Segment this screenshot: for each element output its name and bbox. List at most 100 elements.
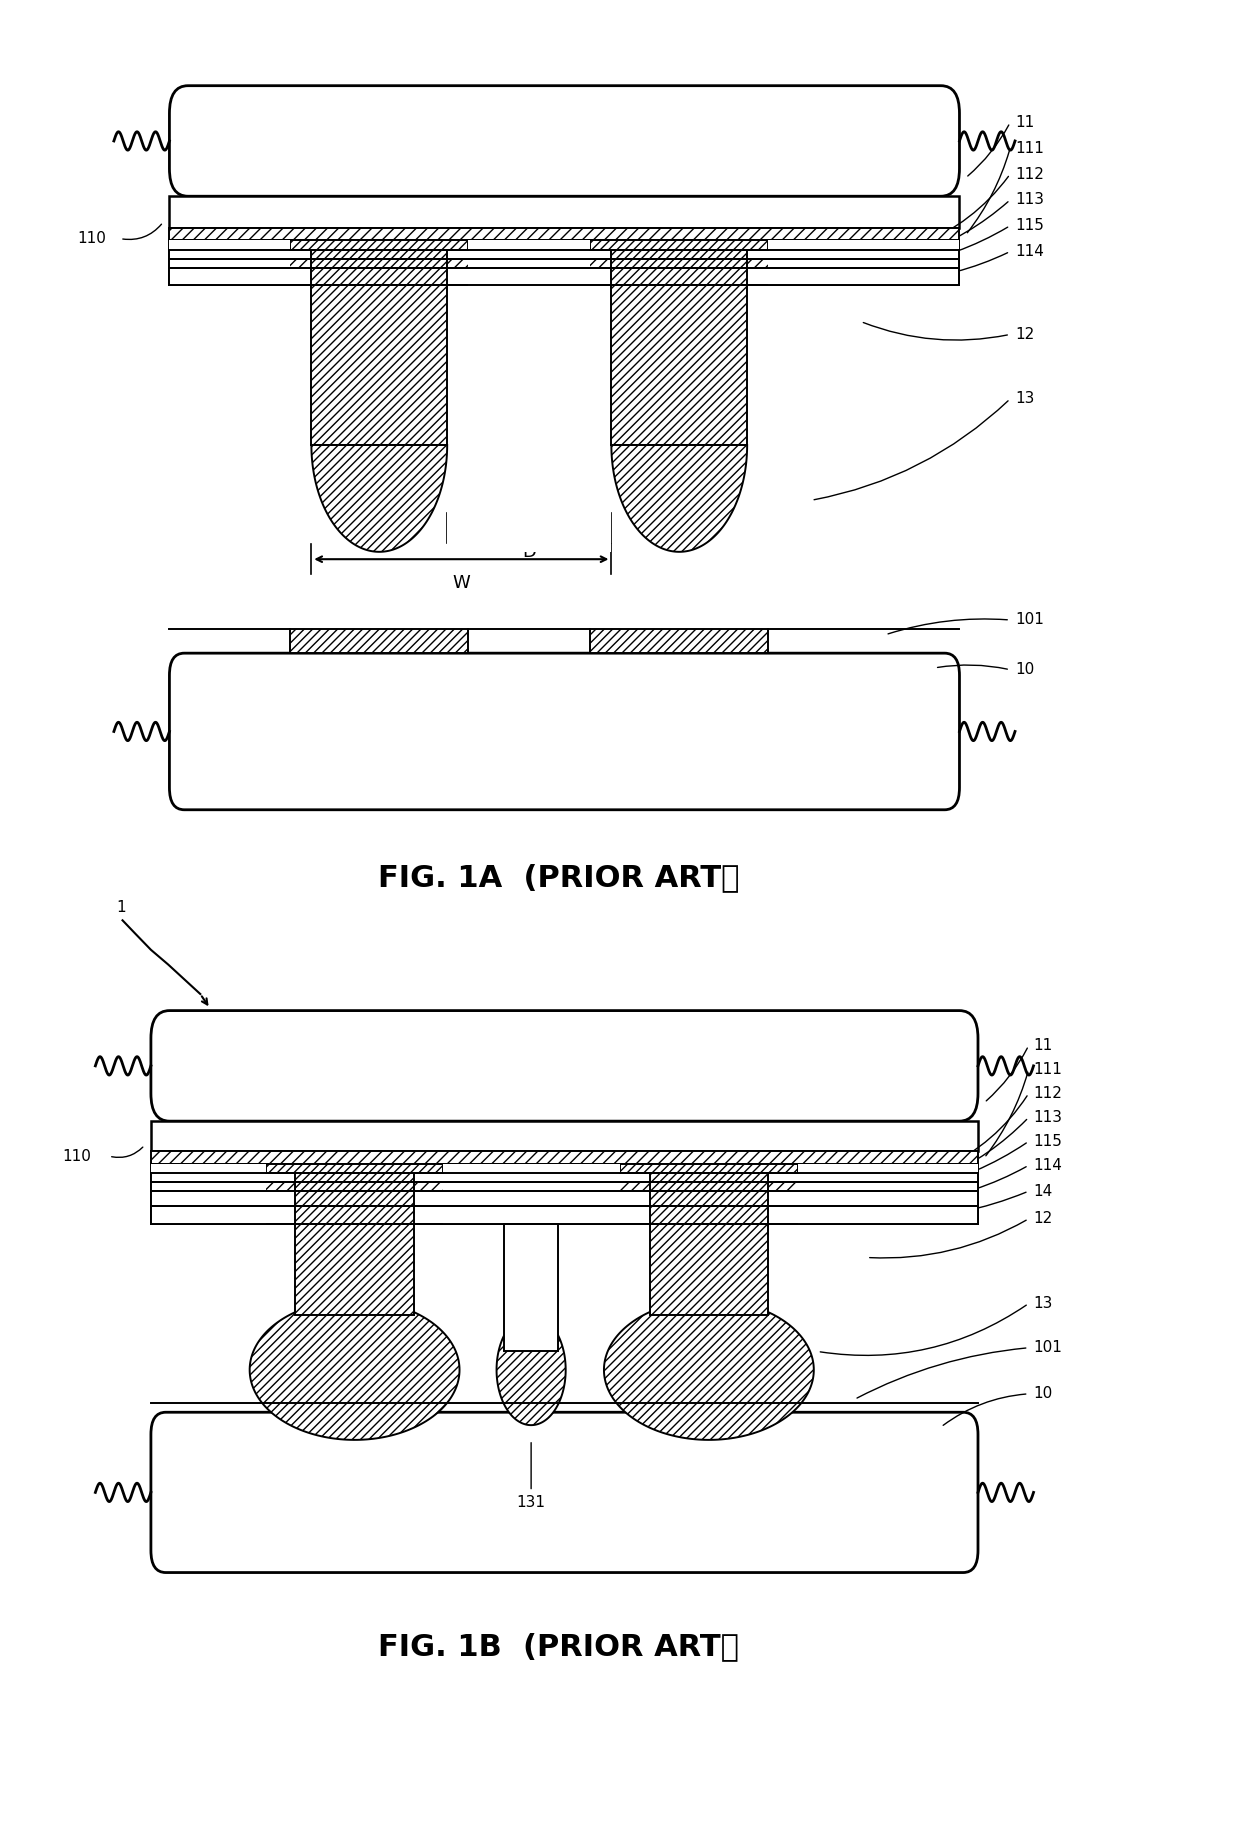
FancyBboxPatch shape [151, 1164, 265, 1173]
Text: 101: 101 [1016, 612, 1044, 628]
Text: FIG. 1B  (PRIOR ART）: FIG. 1B (PRIOR ART） [378, 1632, 739, 1661]
FancyBboxPatch shape [151, 1173, 978, 1183]
FancyBboxPatch shape [650, 1207, 768, 1225]
FancyBboxPatch shape [151, 1173, 265, 1183]
FancyBboxPatch shape [620, 1164, 797, 1173]
Text: 11: 11 [1016, 115, 1034, 129]
Text: 101: 101 [1033, 1340, 1063, 1355]
Polygon shape [604, 1299, 813, 1440]
FancyBboxPatch shape [170, 85, 960, 196]
FancyBboxPatch shape [444, 1183, 620, 1192]
FancyBboxPatch shape [170, 268, 960, 285]
FancyBboxPatch shape [170, 259, 290, 268]
FancyBboxPatch shape [295, 1207, 414, 1225]
FancyBboxPatch shape [469, 268, 590, 285]
FancyBboxPatch shape [170, 249, 290, 259]
Text: 113: 113 [1016, 192, 1044, 207]
FancyBboxPatch shape [650, 1192, 768, 1207]
FancyBboxPatch shape [295, 1183, 414, 1192]
Text: 114: 114 [1033, 1159, 1063, 1173]
FancyBboxPatch shape [768, 240, 960, 249]
Text: 13: 13 [1033, 1295, 1053, 1310]
FancyBboxPatch shape [444, 1207, 620, 1225]
FancyBboxPatch shape [151, 1164, 978, 1173]
FancyBboxPatch shape [650, 1225, 768, 1314]
FancyBboxPatch shape [444, 1164, 620, 1173]
Text: 110: 110 [77, 231, 105, 246]
Text: 111: 111 [1016, 140, 1044, 155]
Text: 113: 113 [1033, 1111, 1063, 1125]
FancyBboxPatch shape [611, 259, 748, 268]
FancyBboxPatch shape [611, 249, 748, 259]
Text: 14: 14 [1033, 1185, 1053, 1199]
FancyBboxPatch shape [311, 268, 448, 285]
Text: 10: 10 [1033, 1386, 1053, 1401]
FancyBboxPatch shape [650, 1173, 768, 1183]
FancyBboxPatch shape [151, 1207, 978, 1225]
FancyBboxPatch shape [265, 1164, 444, 1173]
Polygon shape [311, 445, 448, 553]
FancyBboxPatch shape [650, 1183, 768, 1192]
FancyBboxPatch shape [170, 240, 290, 249]
Text: 12: 12 [1016, 327, 1034, 342]
FancyBboxPatch shape [170, 240, 960, 249]
FancyBboxPatch shape [768, 249, 960, 259]
Text: 111: 111 [1033, 1063, 1063, 1077]
FancyBboxPatch shape [311, 285, 448, 445]
Text: 11: 11 [1033, 1039, 1053, 1053]
FancyBboxPatch shape [469, 259, 590, 268]
FancyBboxPatch shape [170, 227, 960, 240]
FancyBboxPatch shape [590, 240, 768, 249]
Text: 112: 112 [1033, 1087, 1063, 1101]
FancyBboxPatch shape [590, 628, 768, 652]
FancyBboxPatch shape [768, 259, 960, 268]
Text: 13: 13 [1016, 392, 1034, 407]
Text: 12: 12 [1033, 1210, 1053, 1227]
FancyBboxPatch shape [469, 249, 590, 259]
FancyBboxPatch shape [797, 1207, 978, 1225]
FancyBboxPatch shape [311, 259, 448, 268]
Text: 112: 112 [1016, 166, 1044, 181]
FancyBboxPatch shape [768, 268, 960, 285]
Text: W: W [453, 575, 470, 591]
Text: 131: 131 [517, 1495, 546, 1510]
Polygon shape [249, 1299, 460, 1440]
FancyBboxPatch shape [151, 1192, 978, 1207]
Text: 110: 110 [62, 1149, 91, 1164]
Text: 115: 115 [1033, 1135, 1063, 1149]
FancyBboxPatch shape [170, 259, 960, 268]
Text: 1: 1 [117, 900, 126, 915]
FancyBboxPatch shape [797, 1173, 978, 1183]
Text: 10: 10 [1016, 662, 1034, 676]
FancyBboxPatch shape [444, 1173, 620, 1183]
FancyBboxPatch shape [151, 1207, 265, 1225]
Text: 115: 115 [1016, 218, 1044, 233]
Polygon shape [496, 1314, 565, 1425]
FancyBboxPatch shape [170, 268, 290, 285]
Text: 114: 114 [1016, 244, 1044, 259]
FancyBboxPatch shape [151, 1192, 265, 1207]
FancyBboxPatch shape [797, 1164, 978, 1173]
FancyBboxPatch shape [295, 1192, 414, 1207]
FancyBboxPatch shape [295, 1173, 414, 1183]
FancyBboxPatch shape [611, 268, 748, 285]
FancyBboxPatch shape [611, 285, 748, 445]
FancyBboxPatch shape [151, 1412, 978, 1573]
FancyBboxPatch shape [444, 1192, 620, 1207]
FancyBboxPatch shape [170, 249, 960, 259]
FancyBboxPatch shape [290, 628, 469, 652]
Text: FIG. 1A  (PRIOR ART）: FIG. 1A (PRIOR ART） [378, 863, 739, 893]
FancyBboxPatch shape [151, 1151, 978, 1164]
FancyBboxPatch shape [797, 1192, 978, 1207]
FancyBboxPatch shape [295, 1225, 414, 1314]
FancyBboxPatch shape [151, 1122, 978, 1151]
FancyBboxPatch shape [448, 285, 611, 553]
FancyBboxPatch shape [151, 1183, 265, 1192]
Text: D: D [522, 543, 536, 560]
FancyBboxPatch shape [469, 240, 590, 249]
FancyBboxPatch shape [151, 1011, 978, 1122]
FancyBboxPatch shape [170, 196, 960, 227]
FancyBboxPatch shape [311, 249, 448, 259]
Polygon shape [611, 445, 748, 553]
FancyBboxPatch shape [290, 240, 469, 249]
